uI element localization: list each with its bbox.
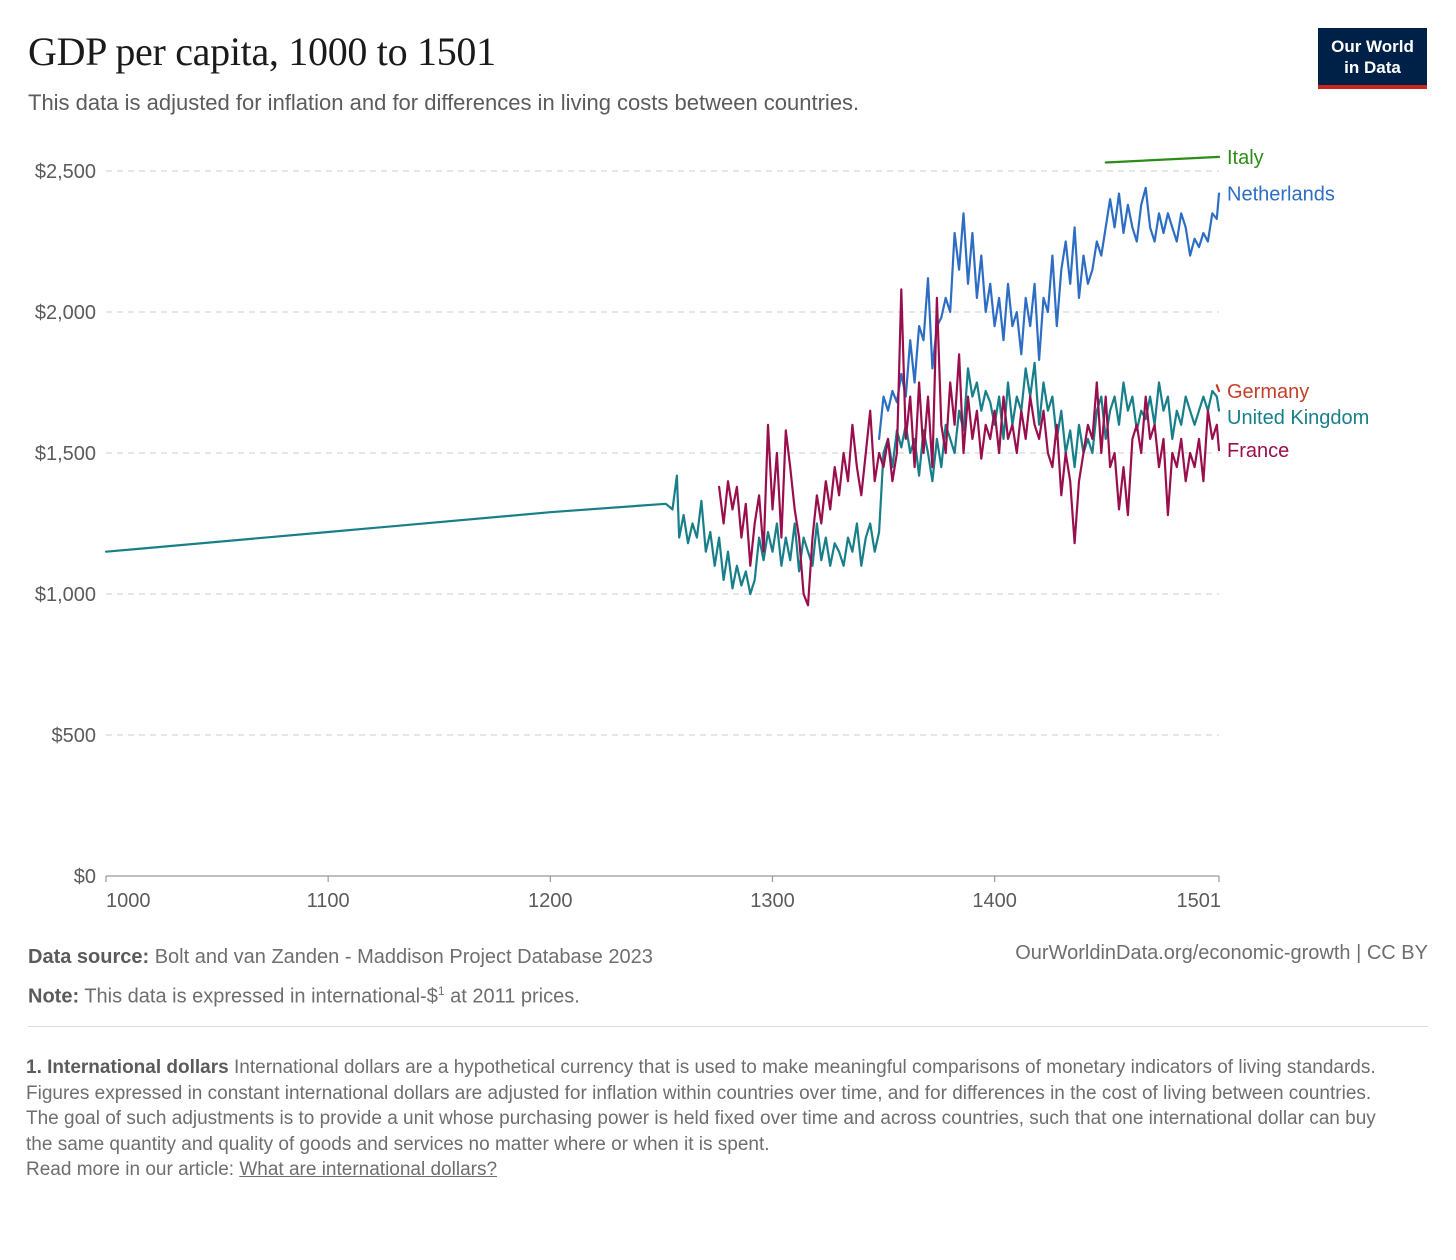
footnote-heading: 1. International dollars <box>26 1057 229 1078</box>
series-line-france[interactable] <box>718 288 1221 607</box>
x-tick-label: 1300 <box>750 890 795 912</box>
read-more-prefix: Read more in our article: <box>26 1159 240 1180</box>
owid-logo[interactable]: Our World in Data <box>1318 28 1427 89</box>
series-labels: Italy Netherlands Germany United Kingdom Fra… <box>1227 147 1369 462</box>
footer-divider <box>28 1026 1428 1027</box>
note-line: Note: This data is expressed in internat… <box>28 974 653 1014</box>
y-tick-label: $1,500 <box>35 443 96 465</box>
data-source-label: Data source: <box>28 946 150 968</box>
line-chart: $0$500$1,000$1,500$2,000$2,500 1000 1100 1… <box>35 147 1369 912</box>
footnote-1: 1. International dollars International d… <box>26 1055 1386 1081</box>
footnote-p3: The goal of such adjustments is to provi… <box>26 1108 1376 1155</box>
y-axis-ticks: $0 $500 $1,000 $1,500 $2,000 $2,500 <box>35 161 96 888</box>
note-footnote-ref[interactable]: 1 <box>437 984 445 998</box>
series-label-germany[interactable]: Germany <box>1227 381 1309 403</box>
note-label: Note: <box>28 985 80 1008</box>
series-line-united-kingdom[interactable] <box>104 361 1221 596</box>
series-label-netherlands[interactable]: Netherlands <box>1227 184 1335 206</box>
y-tick-label: $2,000 <box>35 302 96 324</box>
series-line-italy[interactable] <box>1104 155 1221 164</box>
y-tick-label: $2,500 <box>35 161 96 183</box>
x-axis: 1000 1100 1200 1300 1400 1501 <box>105 875 1222 912</box>
note-text-after: at 2011 prices. <box>444 985 580 1008</box>
chart-subtitle: This data is adjusted for inflation and … <box>28 90 860 115</box>
series-label-united-kingdom[interactable]: United Kingdom <box>1227 407 1369 429</box>
footer-source: Data source: Bolt and van Zanden - Maddi… <box>28 940 653 1014</box>
series-label-france[interactable]: France <box>1227 440 1289 462</box>
x-tick-label: 1200 <box>528 890 573 912</box>
series-label-italy[interactable]: Italy <box>1227 147 1264 169</box>
x-tick-label: 1501 <box>1177 890 1222 912</box>
data-source-line: Data source: Bolt and van Zanden - Maddi… <box>28 940 653 974</box>
x-tick-label: 1400 <box>972 890 1017 912</box>
international-dollars-link[interactable]: What are international dollars? <box>239 1159 498 1180</box>
grid-lines <box>106 170 1219 736</box>
series-lines <box>104 155 1221 607</box>
data-source-text[interactable]: Bolt and van Zanden - Maddison Project D… <box>154 946 653 968</box>
logo-line-2: in Data <box>1344 58 1401 77</box>
footnotes: 1. International dollars International d… <box>26 1055 1386 1183</box>
x-tick-label: 1000 <box>106 890 151 912</box>
y-tick-label: $0 <box>74 866 96 888</box>
logo-line-1: Our World <box>1331 37 1414 56</box>
chart-title: GDP per capita, 1000 to 1501 <box>28 29 496 74</box>
series-line-germany[interactable] <box>1215 384 1221 393</box>
y-tick-label: $500 <box>52 725 97 747</box>
footnote-p2: Figures expressed in constant internatio… <box>26 1082 1372 1104</box>
footer-url-license[interactable]: OurWorldinData.org/economic-growth | CC … <box>1015 942 1428 964</box>
y-tick-label: $1,000 <box>35 584 96 606</box>
footnote-p1: International dollars are a hypothetical… <box>234 1057 1376 1078</box>
footnote-read-more: Read more in our article: What are inter… <box>26 1157 1386 1183</box>
x-tick-label: 1100 <box>307 890 350 912</box>
note-text-before: This data is expressed in international-… <box>84 985 438 1008</box>
